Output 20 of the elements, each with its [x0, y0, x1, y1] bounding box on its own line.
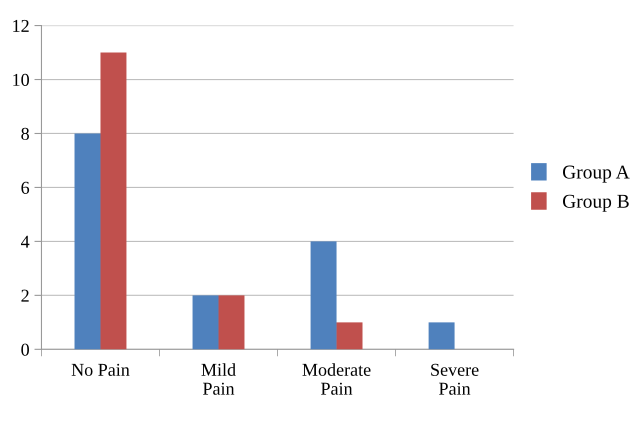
bar	[100, 52, 126, 350]
y-tick-label: 12	[13, 20, 29, 32]
x-tick-label: Moderate Pain	[302, 363, 371, 395]
x-tick-label: Mild Pain	[201, 363, 236, 395]
bar	[218, 295, 244, 350]
bar	[336, 322, 363, 350]
legend-label: Group A	[563, 166, 630, 183]
x-tick-label: No Pain	[72, 364, 130, 376]
y-tick-label: 0	[21, 344, 29, 356]
y-tick-label: 8	[21, 128, 29, 140]
y-tick-label: 10	[13, 74, 29, 86]
y-tick-label: 4	[20, 236, 30, 248]
bar	[74, 133, 100, 350]
legend-label: Group B	[563, 194, 629, 212]
y-tick-label: 6	[21, 182, 30, 194]
y-tick-label: 2	[21, 290, 29, 302]
bar	[428, 322, 455, 350]
bar	[310, 241, 337, 350]
bar	[192, 295, 219, 350]
x-tick-label: Severe Pain	[431, 364, 479, 395]
